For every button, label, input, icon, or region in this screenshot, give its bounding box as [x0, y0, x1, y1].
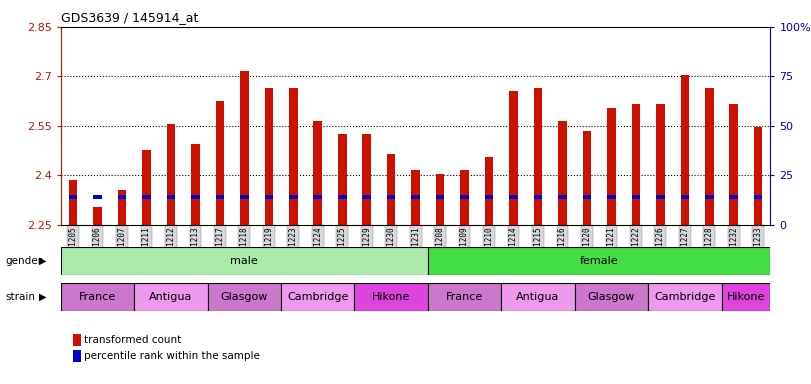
Bar	[534, 88, 543, 225]
Bar	[485, 195, 493, 199]
Bar	[354, 283, 428, 311]
Bar	[208, 283, 281, 311]
Bar	[363, 134, 371, 225]
Bar	[436, 174, 444, 225]
Bar	[216, 101, 224, 225]
Bar	[69, 180, 77, 225]
Bar	[166, 195, 175, 199]
Bar	[142, 151, 151, 225]
Bar	[191, 195, 200, 199]
Bar	[289, 195, 298, 199]
Bar	[582, 131, 591, 225]
Bar	[61, 283, 135, 311]
Bar	[135, 283, 208, 311]
Bar	[705, 195, 714, 199]
Bar	[314, 195, 322, 199]
Bar	[289, 88, 298, 225]
Bar	[428, 247, 770, 275]
Text: France: France	[446, 292, 483, 302]
Bar	[240, 195, 249, 199]
Text: female: female	[580, 256, 619, 266]
Bar	[754, 195, 762, 199]
Bar	[93, 207, 102, 225]
Text: percentile rank within the sample: percentile rank within the sample	[84, 351, 260, 361]
Bar	[558, 195, 567, 199]
Text: Glasgow: Glasgow	[588, 292, 635, 302]
Text: GDS3639 / 145914_at: GDS3639 / 145914_at	[61, 11, 198, 24]
Bar	[485, 157, 493, 225]
Text: France: France	[79, 292, 116, 302]
Bar	[428, 283, 501, 311]
Bar	[632, 104, 640, 225]
Bar	[509, 195, 517, 199]
Bar	[264, 195, 273, 199]
Text: Cambridge: Cambridge	[287, 292, 349, 302]
Text: Hikone: Hikone	[727, 292, 765, 302]
Text: Antigua: Antigua	[149, 292, 193, 302]
Bar	[363, 195, 371, 199]
Bar	[338, 195, 346, 199]
Bar	[411, 195, 420, 199]
Bar	[142, 195, 151, 199]
Bar	[582, 195, 591, 199]
Bar	[461, 170, 469, 225]
Bar	[69, 195, 77, 199]
Bar	[607, 195, 616, 199]
Bar	[729, 195, 738, 199]
Text: Glasgow: Glasgow	[221, 292, 268, 302]
Bar	[648, 283, 722, 311]
Bar	[729, 104, 738, 225]
Bar	[191, 144, 200, 225]
Bar	[461, 195, 469, 199]
Text: Cambridge: Cambridge	[654, 292, 715, 302]
Bar	[558, 121, 567, 225]
Bar	[722, 283, 770, 311]
Bar	[387, 195, 396, 199]
Bar	[632, 195, 640, 199]
Bar	[575, 283, 648, 311]
Bar	[680, 74, 689, 225]
Bar	[411, 170, 420, 225]
Bar	[387, 154, 396, 225]
Text: Hikone: Hikone	[372, 292, 410, 302]
Bar	[754, 127, 762, 225]
Bar	[680, 195, 689, 199]
Bar	[534, 195, 543, 199]
Bar	[656, 104, 665, 225]
Text: male: male	[230, 256, 258, 266]
Bar	[118, 195, 127, 199]
Bar	[705, 88, 714, 225]
Bar	[607, 108, 616, 225]
Bar	[61, 247, 428, 275]
Bar	[240, 71, 249, 225]
Bar	[509, 91, 517, 225]
Bar	[338, 134, 346, 225]
Bar	[118, 190, 127, 225]
Text: ▶: ▶	[39, 292, 47, 302]
Text: ▶: ▶	[39, 256, 47, 266]
Bar	[656, 195, 665, 199]
Bar	[314, 121, 322, 225]
Text: gender: gender	[6, 256, 43, 266]
Bar	[264, 88, 273, 225]
Text: transformed count: transformed count	[84, 335, 182, 345]
Bar	[501, 283, 575, 311]
Text: strain: strain	[6, 292, 36, 302]
Bar	[166, 124, 175, 225]
Bar	[93, 195, 102, 199]
Bar	[281, 283, 354, 311]
Bar	[216, 195, 224, 199]
Bar	[436, 195, 444, 199]
Text: Antigua: Antigua	[517, 292, 560, 302]
